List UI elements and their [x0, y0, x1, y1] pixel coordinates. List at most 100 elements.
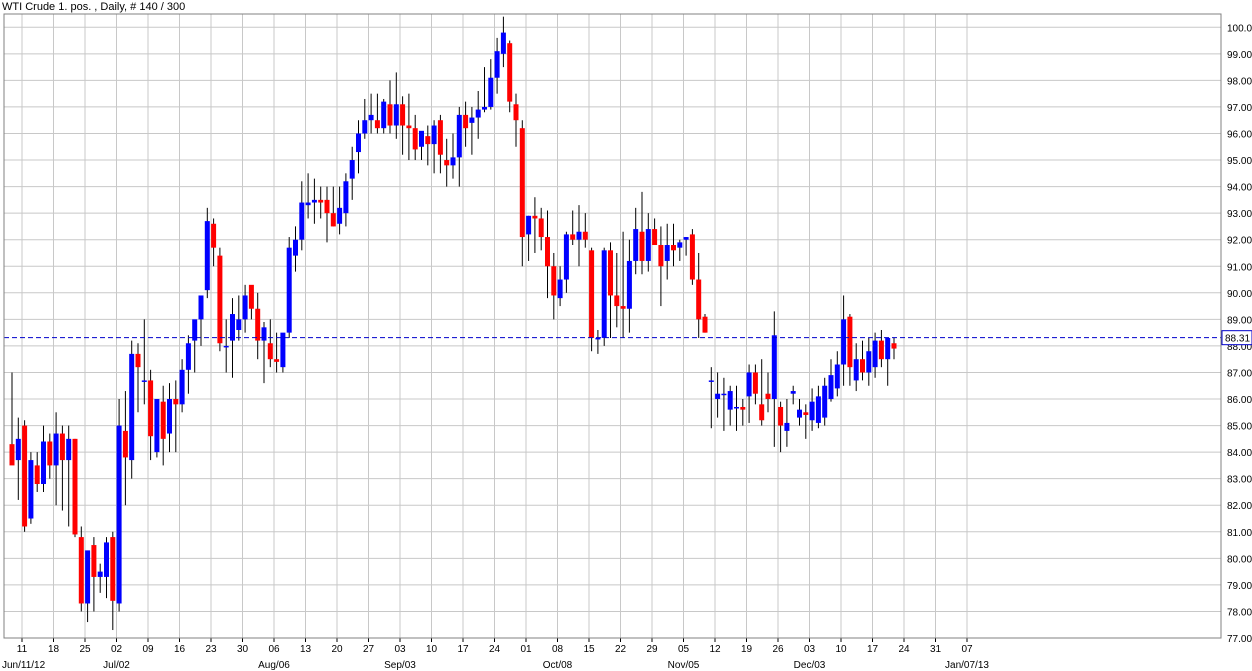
candle-body — [532, 215, 538, 219]
candle-body — [15, 438, 21, 461]
x-tick-label: 01 — [520, 644, 532, 655]
candle-body — [173, 399, 179, 405]
candle-body — [110, 537, 116, 601]
candle-body — [463, 114, 469, 129]
x-tick-label: 11 — [17, 644, 28, 655]
candle-body — [267, 343, 273, 360]
candle-body — [658, 245, 664, 267]
candle-body — [500, 32, 506, 54]
candle-body — [9, 444, 15, 466]
candle-body — [853, 359, 859, 381]
candle-body — [841, 319, 847, 365]
candle-body — [595, 337, 601, 340]
candle-body — [771, 335, 777, 400]
candle-body — [475, 109, 481, 118]
candle-body — [368, 114, 374, 121]
x-tick-label: 03 — [804, 644, 816, 655]
x-tick-label: 30 — [237, 644, 249, 655]
candle-body — [179, 369, 185, 405]
candle-body — [671, 245, 676, 251]
candle-body — [790, 391, 796, 394]
candle-body — [784, 422, 790, 431]
candle-body — [66, 438, 72, 461]
candle-body — [878, 340, 884, 360]
candle-body — [885, 337, 891, 360]
candle-body — [677, 242, 683, 248]
candle-body — [185, 343, 191, 370]
candle-body — [576, 231, 582, 240]
candle-body — [721, 393, 727, 396]
candle-body — [387, 104, 393, 126]
candle-body — [122, 430, 128, 458]
candle-body — [847, 316, 853, 368]
candle-body — [160, 401, 166, 439]
candle-body — [356, 133, 361, 153]
candle-body — [286, 247, 292, 333]
y-tick-label: 78.00 — [1227, 607, 1252, 618]
candle-body — [381, 101, 387, 129]
candle-body — [620, 306, 626, 309]
candle-body — [860, 359, 865, 373]
y-tick-label: 100.00 — [1227, 23, 1252, 34]
candle-body — [815, 396, 821, 423]
candle-body — [582, 231, 588, 240]
y-tick-label: 92.00 — [1227, 236, 1252, 247]
candle-body — [91, 545, 97, 577]
candle-body — [645, 229, 651, 261]
candle-body — [450, 157, 456, 166]
candle-body — [242, 295, 248, 320]
candle-body — [702, 316, 708, 333]
candle-body — [683, 237, 689, 240]
y-tick-label: 93.00 — [1227, 209, 1252, 220]
x-tick-label: 17 — [867, 644, 879, 655]
x-tick-label: 08 — [552, 644, 564, 655]
x-tick-label: 02 — [111, 644, 123, 655]
candle-body — [393, 104, 399, 126]
candle-body — [437, 120, 443, 155]
candle-body — [419, 130, 424, 147]
candle-body — [236, 319, 242, 330]
candle-body — [563, 234, 569, 280]
x-tick-label: 26 — [772, 644, 784, 655]
candle-body — [349, 160, 355, 179]
candle-body — [664, 245, 670, 261]
candle-body — [765, 393, 771, 400]
candle-body — [425, 136, 431, 145]
candle-body — [551, 266, 557, 296]
candle-body — [828, 375, 834, 400]
y-tick-label: 88.00 — [1227, 342, 1252, 353]
x-tick-label: 17 — [457, 644, 469, 655]
candle-body — [72, 438, 78, 535]
candle-body — [280, 332, 286, 368]
candle-body — [41, 441, 46, 484]
candle-body — [261, 327, 267, 341]
candle-body — [192, 319, 198, 341]
candle-body — [589, 250, 595, 338]
candle-body — [570, 234, 576, 240]
candle-body — [740, 406, 746, 410]
y-tick-label: 81.00 — [1227, 528, 1252, 539]
x-tick-label: 03 — [394, 644, 406, 655]
x-tick-label: 10 — [426, 644, 438, 655]
y-tick-label: 90.00 — [1227, 289, 1252, 300]
candle-body — [614, 295, 620, 307]
y-tick-label: 95.00 — [1227, 156, 1252, 167]
candle-body — [141, 380, 147, 382]
candle-body — [507, 43, 513, 102]
candle-body — [274, 359, 280, 362]
candle-body — [230, 314, 235, 341]
x-month-label: Jan/07/13 — [945, 660, 989, 671]
candle-body — [337, 207, 343, 224]
x-tick-label: 07 — [961, 644, 973, 655]
candle-body — [374, 120, 380, 129]
candle-body — [633, 229, 639, 261]
candle-body — [85, 550, 91, 604]
candle-body — [822, 385, 828, 418]
candle-body — [538, 218, 544, 238]
candle-body — [78, 537, 84, 604]
candle-body — [639, 231, 645, 261]
candle-body — [526, 215, 532, 235]
candle-body — [97, 571, 103, 577]
candle-body — [734, 406, 739, 409]
x-tick-label: 19 — [741, 644, 753, 655]
